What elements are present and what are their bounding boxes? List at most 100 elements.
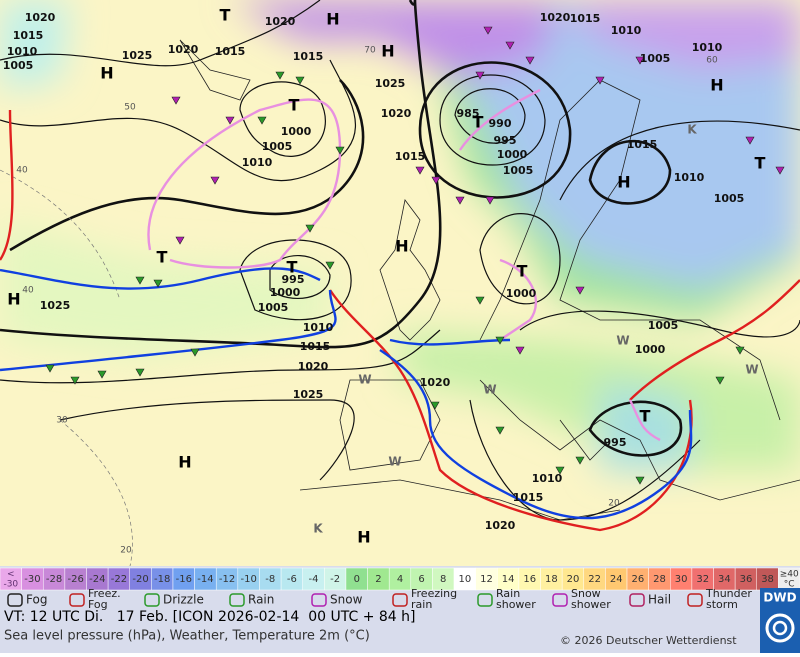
legend-label: Freez.: [88, 587, 121, 600]
legend-icon: [144, 593, 160, 607]
scale-label: -14: [197, 574, 213, 585]
pressure-center: H: [381, 42, 394, 61]
pressure-center: H: [326, 10, 339, 29]
pressure-label: 1010: [674, 171, 705, 184]
pressure-center: T: [287, 258, 298, 277]
scale-label: 2: [375, 574, 381, 585]
legend-icon: [552, 593, 568, 607]
pressure-center: W: [483, 383, 496, 397]
weather-symbol: [745, 136, 755, 145]
pressure-label: 1000: [635, 343, 666, 356]
scale-label: -12: [219, 574, 235, 585]
valid-time: VT: 12 UTC Di. 17 Feb. [ICON 2026-02-14 …: [4, 609, 415, 625]
pressure-center: T: [640, 407, 651, 426]
weather-symbol: [430, 401, 440, 410]
legend-label: Fog: [88, 598, 108, 611]
weather-symbols: [45, 26, 785, 485]
pressure-label: 1020: [485, 519, 516, 532]
legend-label: Rain: [496, 587, 520, 600]
weather-symbol: [171, 96, 181, 105]
pressure-label: 1015: [570, 12, 601, 25]
pressure-label: 1010: [532, 472, 563, 485]
pressure-label: 1005: [648, 319, 679, 332]
pressure-label: 1015: [513, 491, 544, 504]
scale-label: 20: [567, 574, 580, 585]
scale-label: -16: [176, 574, 192, 585]
weather-symbol: [135, 276, 145, 285]
weather-symbol: [97, 370, 107, 379]
pressure-center: H: [7, 290, 20, 309]
pressure-label: 1000: [270, 286, 301, 299]
weather-symbol: [505, 41, 515, 50]
pressure-label: 995: [494, 134, 517, 147]
pressure-center: T: [289, 96, 300, 115]
legend-label: Fog: [26, 593, 47, 607]
weather-symbol: [515, 346, 525, 355]
weather-symbol: [735, 346, 745, 355]
legend-icon: [229, 593, 245, 607]
pressure-label: 1000: [281, 125, 312, 138]
scale-label: 18: [545, 574, 558, 585]
weather-symbol: [225, 116, 235, 125]
scale-end-label: <: [7, 570, 15, 580]
weather-symbol: [45, 364, 55, 373]
pressure-label: 1010: [242, 156, 273, 169]
pressure-center: K: [313, 522, 323, 536]
pressure-label: 1010: [303, 321, 334, 334]
scale-label: -28: [46, 574, 62, 585]
scale-label: -26: [68, 574, 84, 585]
weather-symbol: [635, 56, 645, 65]
isotherm-label: 50: [124, 103, 136, 113]
scale-end-label: -30: [3, 580, 18, 590]
weather-symbol: [455, 196, 465, 205]
isobars: [0, 0, 800, 567]
pressure-center: W: [745, 363, 758, 377]
description: Sea level pressure (hPa), Weather, Tempe…: [4, 629, 370, 644]
pressure-center: H: [617, 173, 630, 192]
legend-label: Rain: [248, 593, 274, 607]
scale-label: -10: [240, 574, 256, 585]
pressure-label: 1010: [692, 41, 723, 54]
scale-label: 4: [397, 574, 403, 585]
legend-label: Snow: [330, 593, 363, 607]
scale-label: -2: [330, 574, 340, 585]
isotherm-label: 60: [706, 56, 718, 66]
pressure-label: 1020: [420, 376, 451, 389]
pressure-center: W: [358, 373, 371, 387]
legend-label: Snow: [571, 587, 601, 600]
weather-symbol: [525, 56, 535, 65]
legend-icon: [687, 593, 703, 607]
isotherm-label: 70: [364, 46, 376, 56]
weather-symbol: [295, 76, 305, 85]
legend-label: Drizzle: [163, 593, 204, 607]
legend-label: Freezing: [411, 587, 457, 600]
pressure-label: 1005: [640, 52, 671, 65]
scale-label: 8: [440, 574, 446, 585]
legend-icon: [7, 593, 23, 607]
weather-symbol: [153, 279, 163, 288]
scale-label: 22: [588, 574, 601, 585]
scale-label: 24: [610, 574, 623, 585]
scale-label: 14: [502, 574, 515, 585]
scale-label: -8: [265, 574, 275, 585]
scale-label: 32: [696, 574, 709, 585]
legend-label: Thunder: [705, 587, 752, 600]
weather-symbol: [257, 116, 267, 125]
weather-symbol: [715, 376, 725, 385]
fronts: [0, 88, 800, 532]
isotherm-label: 30: [56, 416, 68, 426]
weather-symbol: [485, 196, 495, 205]
scale-label: 26: [631, 574, 644, 585]
pressure-label: 1025: [122, 49, 153, 62]
weather-symbol: [431, 176, 441, 185]
legend-label: shower: [571, 598, 611, 611]
weather-symbol: [70, 376, 80, 385]
scale-label: 10: [458, 574, 471, 585]
scale-label: 36: [740, 574, 753, 585]
pressure-label: 1020: [540, 11, 571, 24]
weather-symbol: [483, 26, 493, 35]
pressure-center: T: [473, 113, 484, 132]
pressure-label: 1000: [497, 148, 528, 161]
dwd-logo: DWD: [760, 588, 800, 653]
